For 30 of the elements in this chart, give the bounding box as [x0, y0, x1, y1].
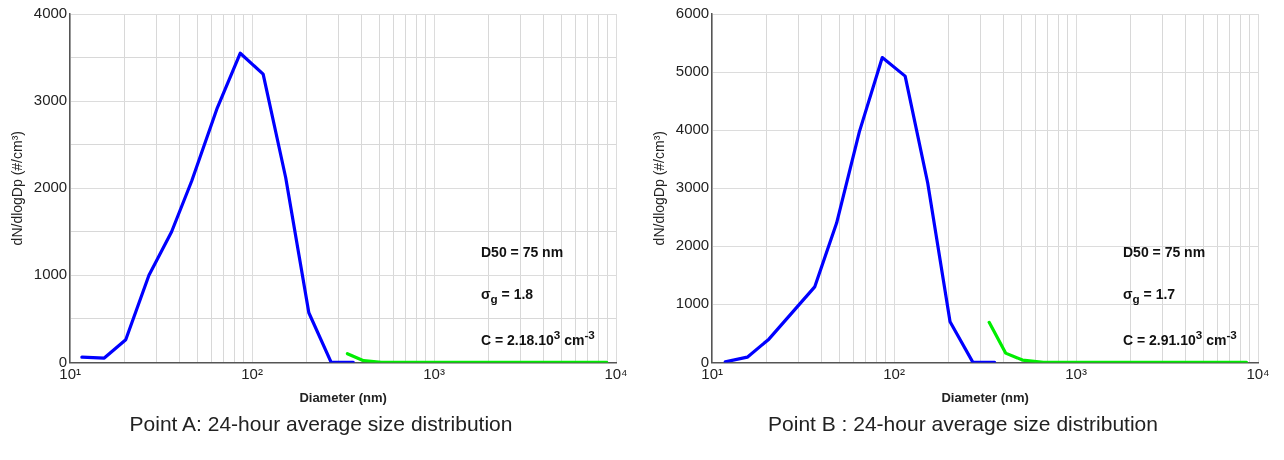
y-axis-title: dN/dlogDp (#/cm³) — [9, 131, 26, 246]
y-tick-label: 0 — [700, 352, 710, 370]
y-tick-label: 4000 — [675, 120, 710, 138]
annotation: C = 2.91.10$^{3}$ cm$^{-3}$ — [1123, 328, 1237, 349]
x-tick-label: 10³ — [423, 364, 445, 382]
y-axis-title: dN/dlogDp (#/cm³) — [651, 131, 668, 246]
y-tick-label: 3000 — [675, 178, 710, 196]
y-tick-label: 1000 — [33, 265, 68, 283]
x-tick-label: 10³ — [1065, 364, 1087, 382]
y-tick-label: 4000 — [33, 4, 68, 22]
y-tick-label: 6000 — [675, 4, 710, 22]
x-tick-label: 10⁴ — [1246, 364, 1270, 382]
x-tick-label: 10² — [883, 364, 905, 382]
y-tick-label: 1000 — [675, 294, 710, 312]
x-axis-title: Diameter (nm) — [299, 389, 387, 405]
text: Point A: 24-hour average size distribution — [128, 412, 514, 436]
x-axis-title: Diameter (nm) — [941, 389, 1029, 405]
annotation: C = 2.18.10$^{3}$ cm$^{-3}$ — [481, 328, 595, 349]
y-tick-label: 2000 — [33, 178, 68, 196]
annotation: D50 = 75 nm — [481, 244, 564, 261]
y-tick-label: 5000 — [675, 62, 710, 80]
y-tick-label: 0 — [58, 352, 68, 370]
x-tick-label: 10² — [241, 364, 263, 382]
y-tick-label: 3000 — [33, 91, 68, 109]
y-tick-label: 2000 — [675, 236, 710, 254]
annotation: σ$_{g}$ = 1.8 — [481, 286, 534, 306]
x-tick-label: 10⁴ — [604, 364, 628, 382]
text: Point B : 24-hour average size distribution — [767, 412, 1159, 436]
annotation: D50 = 75 nm — [1123, 244, 1206, 261]
annotation: σ$_{g}$ = 1.7 — [1123, 286, 1176, 306]
